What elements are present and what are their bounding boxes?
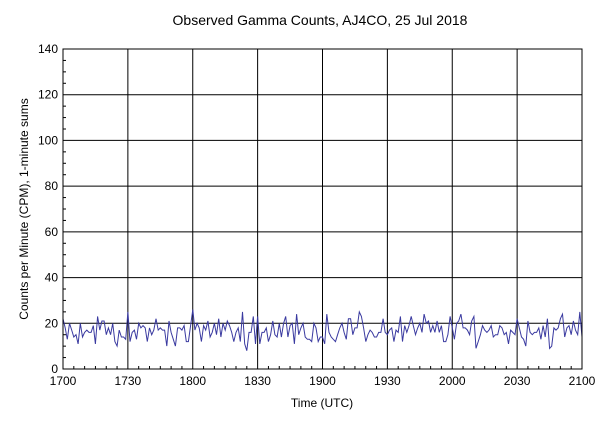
y-tick-label: 80: [45, 179, 59, 193]
x-tick-label: 1830: [244, 374, 271, 388]
x-tick-label: 1730: [115, 374, 142, 388]
x-tick-label: 2000: [439, 374, 466, 388]
x-tick-label: 2100: [569, 374, 596, 388]
x-tick-label: 1800: [179, 374, 206, 388]
y-tick-label: 20: [45, 316, 59, 330]
y-tick-label: 100: [38, 133, 58, 147]
x-tick-label: 1930: [374, 374, 401, 388]
y-tick-label: 40: [45, 271, 59, 285]
series-line: [62, 309, 583, 351]
grid: [62, 48, 583, 370]
chart-title: Observed Gamma Counts, AJ4CO, 25 Jul 201…: [173, 12, 468, 28]
y-tick-label: 120: [38, 88, 58, 102]
y-tick-label: 0: [51, 362, 58, 376]
x-axis-label: Time (UTC): [291, 396, 353, 410]
x-tick-label: 1700: [50, 374, 77, 388]
y-tick-label: 140: [38, 42, 58, 56]
y-axis-label: Counts per Minute (CPM), 1-minute sums: [17, 98, 31, 319]
series-line-group: [62, 309, 583, 351]
x-tick-label: 2030: [504, 374, 531, 388]
y-ticks: 0 20 40 60 80 100 120 140: [38, 42, 66, 376]
x-tick-label: 1900: [309, 374, 336, 388]
x-ticks: 1700 1730 1800 1830 1900 1930 2000 2030 2100: [50, 366, 596, 388]
y-tick-label: 60: [45, 225, 59, 239]
